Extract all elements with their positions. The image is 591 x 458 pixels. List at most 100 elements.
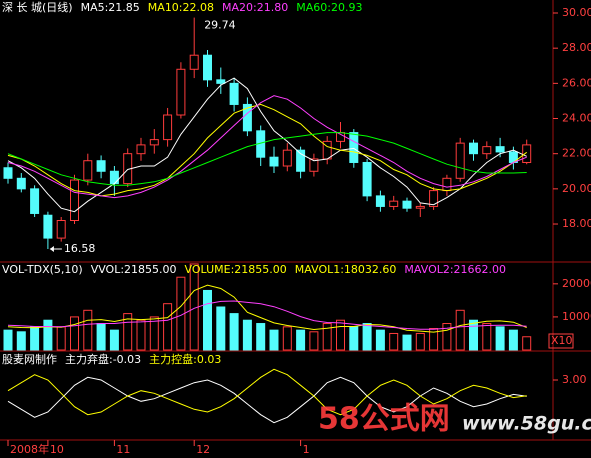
- volume-bar: [149, 316, 159, 351]
- watermark-brand: 58公式网: [318, 402, 450, 437]
- volume-bar: [508, 329, 518, 351]
- candle-body: [176, 68, 186, 116]
- y-tick-label: 22.00: [562, 147, 591, 160]
- candle-body: [56, 220, 66, 239]
- y-tick-label: 10000: [562, 310, 591, 323]
- legend-text: VOLUME:21855.00: [185, 263, 287, 276]
- volume-bar: [3, 329, 13, 351]
- candle-body: [442, 177, 452, 192]
- legend-text: 深 长 城(日线): [2, 0, 73, 14]
- volume-bar: [43, 319, 53, 351]
- volume-bar: [375, 329, 385, 351]
- candle-body: [16, 177, 26, 190]
- x-tick-label: 2008年: [10, 442, 49, 456]
- legend-text: MA20:21.80: [222, 1, 288, 14]
- volume-bar: [109, 329, 119, 351]
- candle-body: [269, 156, 279, 167]
- volume-bar: [282, 326, 292, 351]
- volume-bar: [56, 326, 66, 351]
- candle-body: [389, 200, 399, 207]
- legend-text: MAVOL1:18032.60: [295, 263, 397, 276]
- candle-body: [30, 188, 40, 214]
- candle-body: [189, 54, 199, 70]
- candle-body: [109, 170, 119, 185]
- candle-body: [402, 200, 412, 209]
- volume-bar: [309, 331, 319, 351]
- y-tick-label: 20000: [562, 277, 591, 290]
- volume-bar: [522, 336, 532, 351]
- candle-body: [429, 190, 439, 207]
- ma-line: [7, 95, 527, 199]
- legend-text: MA10:22.08: [148, 1, 214, 14]
- unit-box: [548, 333, 574, 349]
- legend-text: 主力控盘:0.03: [149, 352, 221, 366]
- candle-body: [362, 161, 372, 197]
- candle-body: [216, 79, 226, 84]
- volume-bar: [415, 332, 425, 351]
- candle-body: [203, 54, 212, 81]
- candle-body: [375, 195, 385, 207]
- indicator-line: [7, 368, 527, 416]
- volume-ma-line: [7, 300, 527, 330]
- candle-body: [282, 149, 292, 167]
- candle-body: [242, 103, 252, 132]
- volume-bar: [429, 327, 439, 351]
- candle-body: [309, 158, 319, 172]
- ma-line: [7, 132, 527, 186]
- volume-bar: [296, 329, 306, 351]
- candle-body: [163, 114, 173, 141]
- legend-text: VOL-TDX(5,10): [2, 263, 83, 276]
- volume-bar: [203, 289, 212, 351]
- y-tick-label: 30.00: [562, 6, 591, 19]
- volume-bar: [455, 309, 465, 351]
- x-tick-label: 11: [116, 443, 130, 456]
- candle-body: [469, 142, 478, 155]
- volume-bar: [30, 326, 40, 351]
- indicator-line: [7, 376, 527, 424]
- candle-body: [415, 205, 425, 209]
- volume-bar: [123, 313, 133, 351]
- candle-body: [522, 144, 532, 163]
- legend-text: MAVOL2:21662.00: [404, 263, 506, 276]
- volume-bar: [469, 319, 478, 351]
- candle-body: [3, 167, 13, 179]
- unit-label: X10: [551, 334, 573, 347]
- y-tick-label: 18.00: [562, 217, 591, 230]
- volume-bar: [83, 309, 93, 351]
- volume-bar: [96, 323, 106, 351]
- x-tick-label: 12: [196, 443, 210, 456]
- volume-bar: [136, 319, 146, 351]
- legend-text: MA60:20.93: [296, 1, 362, 14]
- volume-bar: [216, 306, 226, 351]
- legend-text: MA5:21.85: [81, 1, 140, 14]
- candle-body: [482, 146, 492, 155]
- volume-bar: [229, 313, 239, 351]
- candle-body: [136, 144, 146, 155]
- volume-bar: [242, 319, 252, 351]
- volume-bar: [482, 323, 492, 351]
- volume-bar: [163, 303, 173, 351]
- volume-bar: [269, 329, 279, 351]
- volume-bar: [322, 323, 332, 351]
- candle-body: [43, 214, 53, 239]
- x-tick-label: 10: [50, 443, 64, 456]
- x-tick-label: 1: [303, 443, 310, 456]
- y-tick-label: 26.00: [562, 76, 591, 89]
- volume-bar: [16, 331, 26, 351]
- volume-bar: [349, 326, 359, 351]
- candle-body: [349, 132, 359, 163]
- candle-body: [229, 82, 239, 105]
- watermark-url: www.58gu.com: [462, 413, 591, 435]
- y-tick-label: 3.00: [562, 373, 587, 386]
- legend-text: 股麦网制作: [2, 353, 57, 366]
- volume-bar: [442, 323, 452, 351]
- volume-bar: [389, 332, 399, 351]
- candle-body: [149, 139, 159, 146]
- volume-bar: [70, 316, 79, 351]
- candle-body: [70, 179, 79, 222]
- ma-line: [7, 103, 528, 197]
- candle-body: [296, 149, 306, 172]
- y-tick-label: 28.00: [562, 41, 591, 54]
- candle-body: [455, 142, 465, 179]
